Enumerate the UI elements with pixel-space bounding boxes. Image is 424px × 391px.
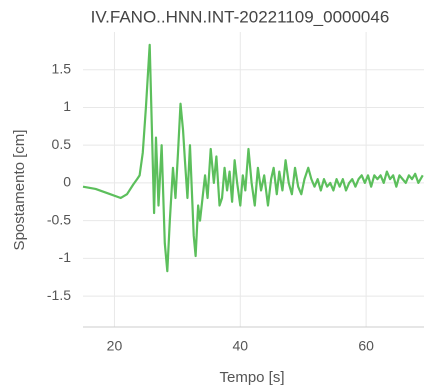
y-tick-label: -1	[59, 249, 72, 265]
x-tick-label: 40	[232, 338, 248, 354]
x-tick-label: 20	[107, 338, 123, 354]
data-line	[82, 43, 424, 273]
x-tick-label: 60	[358, 338, 374, 354]
y-tick-label: 0.5	[52, 136, 72, 152]
x-axis-label: Tempo [s]	[219, 369, 284, 386]
y-tick-label: -0.5	[47, 211, 71, 227]
y-tick-label: 1	[63, 98, 71, 114]
y-axis-label: Spostamento [cm]	[11, 130, 28, 251]
y-tick-label: 1.5	[52, 60, 72, 76]
chart-title: IV.FANO..HNN.INT-20221109_0000046	[91, 7, 390, 26]
y-tick-label: 0	[63, 174, 71, 190]
y-tick-label: -1.5	[47, 287, 71, 303]
